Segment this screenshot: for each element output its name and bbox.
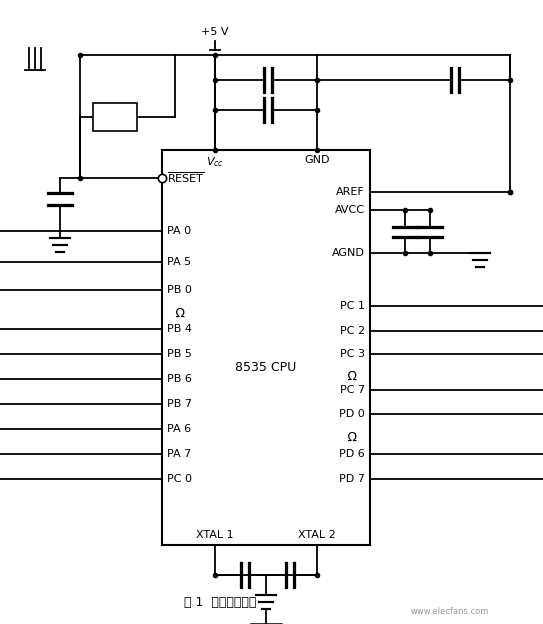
- Text: PB 7: PB 7: [167, 399, 192, 409]
- Text: PB 4: PB 4: [167, 324, 192, 334]
- Text: PD 0: PD 0: [339, 409, 365, 419]
- Text: PC 3: PC 3: [340, 349, 365, 359]
- Text: 图 1  系统主电路图: 图 1 系统主电路图: [184, 596, 256, 609]
- Text: PD 7: PD 7: [339, 474, 365, 484]
- Text: ℧: ℧: [348, 366, 357, 379]
- Text: XTAL 2: XTAL 2: [298, 530, 336, 540]
- Text: PA 7: PA 7: [167, 449, 191, 459]
- Bar: [162, 150, 370, 545]
- Bar: [93, 102, 137, 130]
- Text: PC 0: PC 0: [167, 474, 192, 484]
- Text: PC 2: PC 2: [340, 326, 365, 336]
- Text: XTAL 1: XTAL 1: [196, 530, 234, 540]
- Text: www.elecfans.com: www.elecfans.com: [411, 607, 489, 616]
- Text: ℧: ℧: [175, 303, 185, 316]
- Text: PB 5: PB 5: [167, 349, 192, 359]
- Text: PB 0: PB 0: [167, 285, 192, 295]
- Text: PA 6: PA 6: [167, 424, 191, 434]
- Text: $V_{cc}$: $V_{cc}$: [206, 155, 224, 169]
- Text: PA 0: PA 0: [167, 226, 191, 236]
- Text: PC 7: PC 7: [340, 385, 365, 395]
- Text: ℧: ℧: [348, 427, 357, 440]
- Text: $\overline{\rm RESET}$: $\overline{\rm RESET}$: [167, 171, 205, 185]
- Text: AREF: AREF: [336, 187, 365, 197]
- Text: AVCC: AVCC: [335, 205, 365, 215]
- Text: PB 6: PB 6: [167, 374, 192, 384]
- Text: 8535 CPU: 8535 CPU: [235, 361, 296, 374]
- Text: GND: GND: [304, 155, 330, 165]
- Text: AGND: AGND: [332, 248, 365, 258]
- Text: PC 1: PC 1: [340, 301, 365, 311]
- Text: +5 V: +5 V: [201, 27, 229, 37]
- Text: PA 5: PA 5: [167, 257, 191, 267]
- Text: PD 6: PD 6: [339, 449, 365, 459]
